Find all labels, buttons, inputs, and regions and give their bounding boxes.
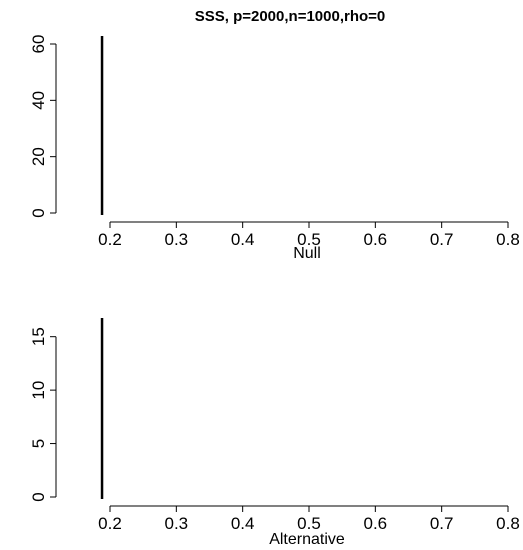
x-axis-label: Alternative: [269, 531, 345, 548]
x-tick-label: 0.7: [430, 230, 454, 249]
x-tick-label: 0.4: [231, 514, 255, 533]
alternative-histogram-panel: 0.2 0.3 0.4 0.5 0.6 0.7 0.8 Alternative 0 5 10 15: [29, 318, 520, 548]
x-tick-label: 0.3: [165, 230, 189, 249]
x-tick-label: 0.5: [297, 230, 321, 249]
y-tick-label: 0: [29, 208, 48, 217]
y-tick-label: 15: [29, 327, 48, 346]
y-tick-label: 5: [29, 439, 48, 448]
x-tick-label: 0.7: [430, 514, 454, 533]
x-tick-label: 0.5: [297, 514, 321, 533]
chart-title: SSS, p=2000,n=1000,rho=0: [195, 8, 386, 25]
y-tick-label: 40: [29, 91, 48, 110]
x-tick-label: 0.8: [496, 230, 520, 249]
y-tick-label: 60: [29, 35, 48, 54]
x-tick-label: 0.2: [98, 230, 122, 249]
x-axis-label: Null: [293, 245, 321, 262]
x-tick-label: 0.2: [98, 514, 122, 533]
y-tick-label: 10: [29, 381, 48, 400]
x-tick-label: 0.6: [364, 230, 388, 249]
x-tick-label: 0.3: [165, 514, 189, 533]
y-tick-label: 20: [29, 147, 48, 166]
y-tick-label: 0: [29, 492, 48, 501]
x-tick-label: 0.6: [364, 514, 388, 533]
x-tick-label: 0.4: [231, 230, 255, 249]
null-histogram-panel: 0.2 0.3 0.4 0.5 0.6 0.7 0.8 Null 0 20 40 60: [29, 35, 520, 262]
x-tick-label: 0.8: [496, 514, 520, 533]
